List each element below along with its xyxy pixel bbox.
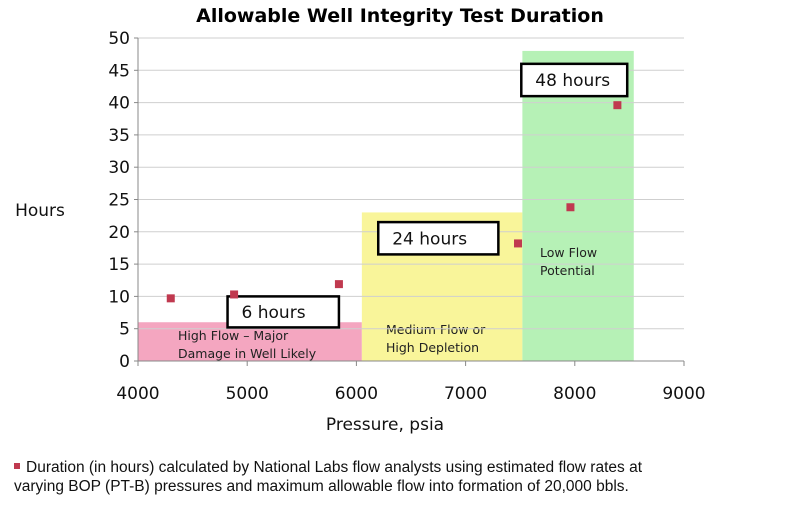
data-point <box>230 290 239 299</box>
data-point <box>334 280 343 289</box>
y-tick-label: 40 <box>108 94 130 114</box>
callout-box <box>376 220 500 256</box>
callout-box <box>520 62 629 98</box>
callout-box <box>226 295 341 329</box>
x-tick-label: 8000 <box>553 384 596 404</box>
data-point <box>166 294 175 303</box>
caption-line-2: varying BOP (PT-B) pressures and maximum… <box>14 478 629 495</box>
callout-label: 24 hours <box>392 229 467 249</box>
data-point <box>566 203 575 212</box>
y-tick-label: 50 <box>108 29 130 49</box>
data-point <box>613 101 622 110</box>
y-tick-label: 45 <box>108 61 130 81</box>
zone-label: Medium Flow or <box>386 322 486 337</box>
chart-title: Allowable Well Integrity Test Duration <box>196 5 604 27</box>
caption-text-1: Duration (in hours) calculated by Nation… <box>26 459 643 476</box>
y-tick-label: 20 <box>108 223 130 243</box>
y-axis-label: Hours <box>15 201 65 221</box>
x-tick-label: 7000 <box>444 384 487 404</box>
data-point-legend-marker <box>14 463 20 470</box>
zone-label: High Flow – Major <box>178 328 289 343</box>
zone-label: Damage in Well Likely <box>178 346 317 361</box>
chart-caption: Duration (in hours) calculated by Nation… <box>14 458 784 496</box>
zone-label: High Depletion <box>386 340 479 355</box>
y-tick-label: 5 <box>119 320 130 340</box>
y-tick-label: 10 <box>108 287 130 307</box>
x-tick-label: 9000 <box>662 384 705 404</box>
callout-label: 6 hours <box>242 303 306 323</box>
y-tick-label: 35 <box>108 126 130 146</box>
x-tick-label: 6000 <box>335 384 378 404</box>
y-tick-label: 30 <box>108 158 130 178</box>
chart: Allowable Well Integrity Test Duration H… <box>15 5 706 435</box>
y-tick-label: 25 <box>108 191 130 211</box>
x-axis-label: Pressure, psia <box>326 415 444 435</box>
x-tick-label: 5000 <box>226 384 269 404</box>
caption-line-1: Duration (in hours) calculated by Nation… <box>14 458 784 477</box>
y-tick-label: 15 <box>108 255 130 275</box>
zone-label: Low Flow <box>540 245 597 260</box>
data-point <box>514 239 523 248</box>
zone-label: Potential <box>540 263 595 278</box>
x-tick-label: 4000 <box>116 384 159 404</box>
y-tick-label: 0 <box>119 352 130 372</box>
zone-band <box>522 50 634 362</box>
callout-label: 48 hours <box>535 71 610 91</box>
